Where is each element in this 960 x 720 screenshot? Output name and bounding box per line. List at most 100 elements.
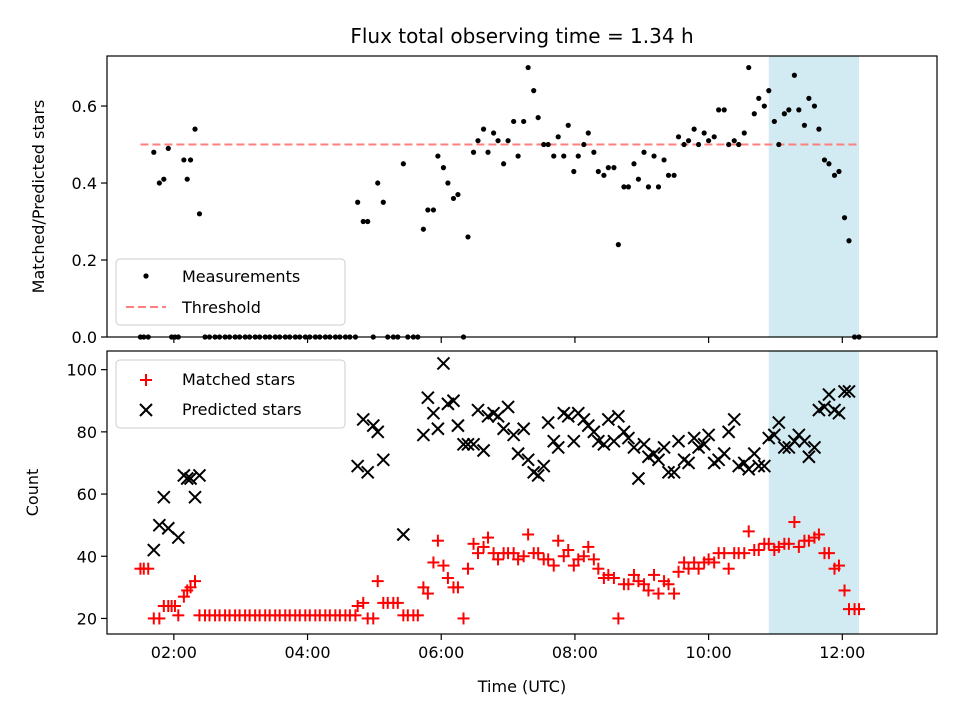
matched-star-point (357, 596, 370, 609)
predicted-star-point (396, 527, 411, 542)
matched-star-point (662, 578, 675, 591)
predicted-star-point (451, 418, 465, 433)
chart-title: Flux total observing time = 1.34 h (350, 24, 693, 48)
measurement-point (485, 149, 491, 155)
predicted-star-point (587, 425, 601, 439)
predicted-star-point (446, 394, 461, 408)
predicted-star-point (531, 468, 545, 483)
measurement-points (137, 64, 862, 340)
measurement-point (621, 184, 627, 190)
measurement-point (821, 157, 828, 163)
measurement-point (811, 103, 818, 109)
predicted-star-point (431, 422, 445, 436)
measurement-point (806, 95, 812, 101)
matched-star-point (718, 547, 731, 560)
x-tick-label: 06:00 (418, 643, 464, 662)
matched-star-point (467, 537, 480, 550)
measurement-point (756, 95, 762, 101)
predicted-star-point (188, 490, 202, 504)
measurement-point (161, 176, 167, 182)
predicted-star-point (802, 450, 816, 464)
x-tick-label: 02:00 (151, 643, 197, 662)
predicted-star-point (426, 406, 441, 420)
matched-star-point (172, 609, 185, 622)
predicted-star-point (832, 406, 846, 420)
matched-star-point (371, 575, 384, 588)
measurement-point (645, 184, 652, 190)
measurement-point (505, 138, 511, 144)
predicted-star-point (772, 415, 786, 430)
matched-star-point (542, 553, 555, 566)
predicted-star-point (350, 459, 365, 473)
predicted-star-point (183, 471, 198, 486)
measurement-point (535, 114, 541, 121)
measurement-point (511, 118, 517, 125)
matched-star-point (567, 559, 580, 572)
matched-star-point (752, 544, 765, 557)
bottom-legend: Matched stars Predicted stars (115, 359, 346, 429)
measurement-point (440, 165, 447, 171)
bottom-x-axis-label: Time (UTC) (477, 677, 566, 696)
predicted-star-point (376, 453, 391, 467)
predicted-star-point (366, 418, 380, 433)
matched-star-point (622, 578, 635, 591)
matched-star-point (177, 590, 190, 603)
measurement-point (475, 138, 481, 144)
top-y-axis-label: Matched/Predicted stars (29, 100, 48, 294)
measurement-point (601, 172, 607, 178)
measurement-point (450, 195, 457, 202)
predicted-star-point (681, 456, 696, 470)
predicted-star-point (752, 459, 766, 473)
measurement-point (701, 130, 707, 136)
measurement-point (400, 161, 406, 167)
y-tick-label: 0.0 (72, 328, 97, 347)
predicted-star-point (627, 440, 641, 455)
measurement-point (360, 218, 366, 225)
predicted-star-point (787, 434, 802, 448)
predicted-star-point (577, 412, 591, 427)
top-legend-box (115, 258, 346, 326)
measurement-point (836, 168, 842, 175)
matched-star-point (792, 540, 805, 553)
x-tick-label: 04:00 (284, 643, 330, 662)
matched-star-point (451, 581, 464, 594)
measurement-point (465, 234, 471, 240)
predicted-star-point (416, 428, 431, 442)
predicted-star-point (717, 446, 731, 461)
y-tick-label: 40 (77, 547, 97, 566)
predicted-star-point (471, 403, 485, 417)
measurement-point (561, 153, 567, 159)
measurement-point (746, 64, 752, 71)
measurement-point (525, 64, 531, 71)
predicted-star-point (547, 434, 561, 448)
bottom-y-axis-label: Count (23, 469, 42, 517)
predicted-star-point (647, 446, 661, 461)
matched-star-point (461, 562, 474, 575)
measurement-point (565, 122, 571, 128)
measurement-point (187, 157, 194, 163)
measurement-point (515, 153, 521, 159)
measurement-point (595, 168, 601, 175)
predicted-star-point (797, 434, 812, 448)
matched-star-point (421, 587, 434, 600)
matched-star-point (822, 547, 835, 560)
matched-star-point (682, 562, 695, 575)
predicted-star-point (147, 543, 161, 557)
matched-star-point (607, 572, 620, 585)
measurement-point (635, 176, 642, 182)
legend-label-threshold: Threshold (181, 298, 261, 317)
matched-stars-points (134, 516, 866, 625)
measurement-point (731, 138, 737, 144)
matched-star-point (832, 559, 845, 572)
top-x-ticks (173, 337, 843, 343)
measurement-point (726, 141, 732, 148)
predicted-star-point (476, 443, 491, 458)
matched-star-point (437, 559, 450, 572)
measurement-point (575, 153, 581, 159)
matched-star-point (417, 581, 430, 594)
predicted-star-point (757, 459, 772, 473)
top-y-axis: 0.0 0.2 0.4 0.6 (72, 97, 107, 347)
measurement-point (681, 141, 687, 148)
matched-star-point (587, 553, 600, 566)
predicted-star-point (742, 462, 756, 476)
